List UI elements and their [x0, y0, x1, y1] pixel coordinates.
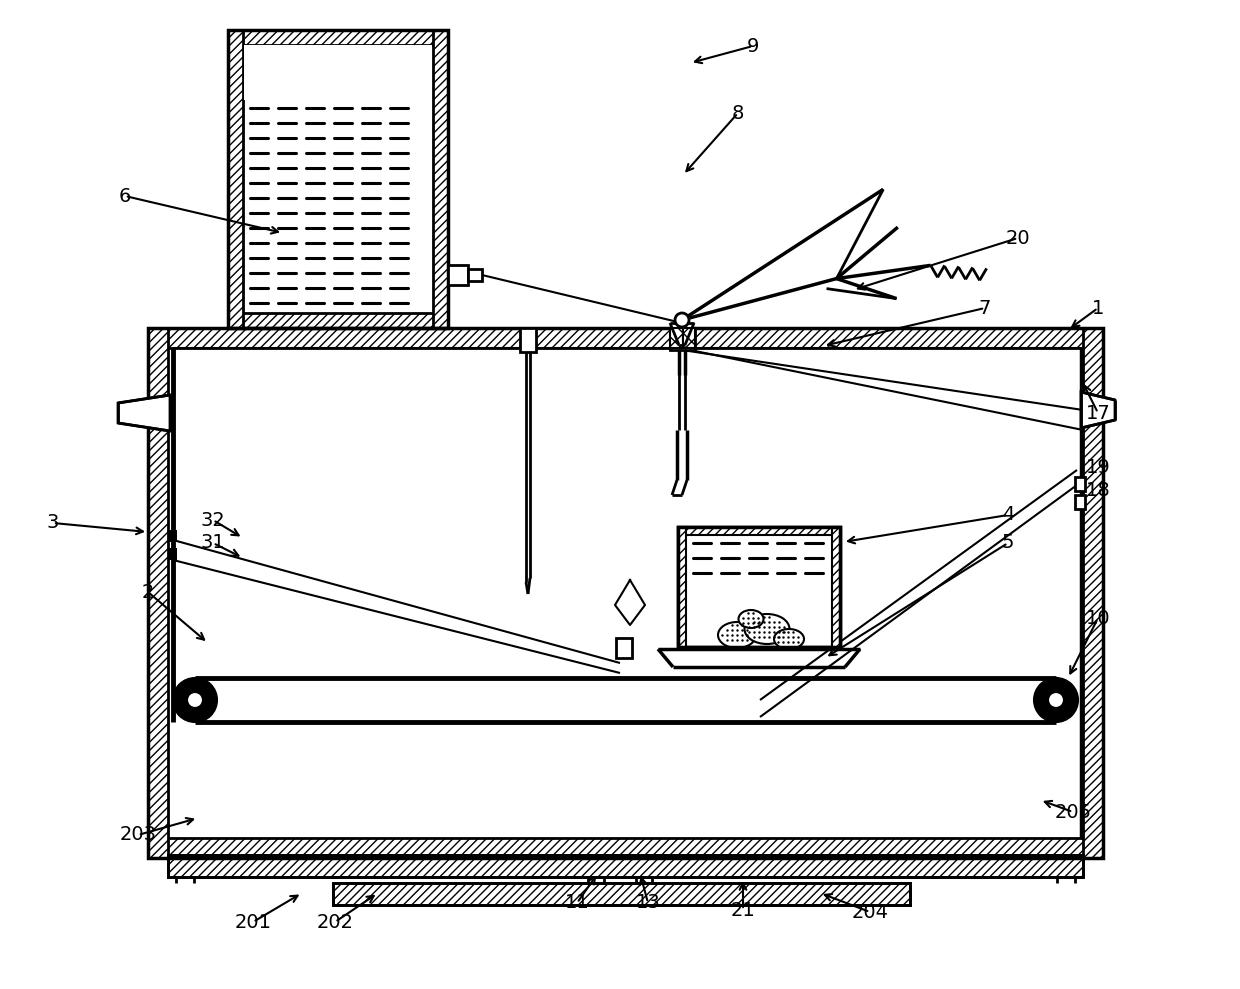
Text: 202: 202	[316, 913, 353, 932]
Text: 201: 201	[234, 913, 272, 932]
Polygon shape	[1081, 392, 1115, 428]
Text: 20: 20	[1006, 228, 1030, 247]
Bar	[244, 45, 432, 100]
Text: 205: 205	[1054, 802, 1091, 822]
Circle shape	[1048, 692, 1064, 708]
Bar	[433, 30, 448, 328]
Ellipse shape	[718, 622, 756, 648]
Text: 7: 7	[978, 299, 991, 317]
Circle shape	[675, 313, 689, 327]
Bar	[683, 328, 694, 348]
Bar	[832, 527, 839, 647]
Polygon shape	[670, 323, 694, 345]
Bar	[1083, 328, 1104, 858]
Ellipse shape	[744, 614, 790, 644]
Text: 203: 203	[119, 826, 156, 845]
Text: 2: 2	[141, 583, 154, 601]
Text: 32: 32	[201, 510, 226, 529]
Text: 21: 21	[730, 901, 755, 920]
Bar	[678, 527, 839, 535]
Bar	[228, 30, 448, 45]
Text: 1: 1	[1091, 299, 1104, 317]
Text: 3: 3	[47, 513, 60, 532]
Bar	[228, 30, 243, 328]
Bar	[228, 30, 448, 328]
Text: 18: 18	[1086, 481, 1110, 499]
Text: 5: 5	[1002, 533, 1014, 553]
Text: 10: 10	[1086, 608, 1110, 627]
Text: 204: 204	[852, 903, 889, 922]
Bar	[678, 527, 686, 647]
Bar	[670, 328, 683, 348]
Bar	[228, 313, 448, 328]
Bar	[448, 265, 467, 285]
Bar	[167, 855, 1083, 877]
Bar	[334, 883, 910, 905]
Bar	[1075, 495, 1085, 509]
Circle shape	[1034, 678, 1078, 722]
Circle shape	[187, 692, 203, 708]
Polygon shape	[118, 395, 170, 431]
Bar	[148, 328, 167, 858]
Text: 11: 11	[564, 893, 589, 913]
Text: 8: 8	[732, 104, 744, 123]
Bar	[616, 638, 632, 658]
Bar	[244, 45, 432, 100]
Bar	[670, 328, 694, 350]
Bar	[148, 328, 1104, 348]
Bar	[678, 527, 839, 647]
Bar	[167, 855, 1083, 877]
Text: 13: 13	[636, 893, 661, 913]
Text: 31: 31	[201, 533, 226, 553]
Bar	[1075, 477, 1085, 491]
Ellipse shape	[774, 629, 804, 649]
Bar	[169, 548, 177, 560]
Ellipse shape	[739, 610, 764, 628]
Circle shape	[174, 678, 217, 722]
Bar	[148, 328, 1104, 858]
Bar	[169, 530, 177, 542]
Bar	[467, 269, 482, 281]
Text: 6: 6	[119, 187, 131, 206]
Bar	[520, 328, 536, 352]
Text: 9: 9	[746, 37, 759, 55]
Text: 17: 17	[1086, 404, 1110, 422]
Text: 4: 4	[1002, 505, 1014, 524]
Bar	[678, 527, 839, 647]
Bar	[148, 838, 1104, 858]
Bar	[334, 883, 910, 905]
Text: 19: 19	[1086, 458, 1110, 477]
